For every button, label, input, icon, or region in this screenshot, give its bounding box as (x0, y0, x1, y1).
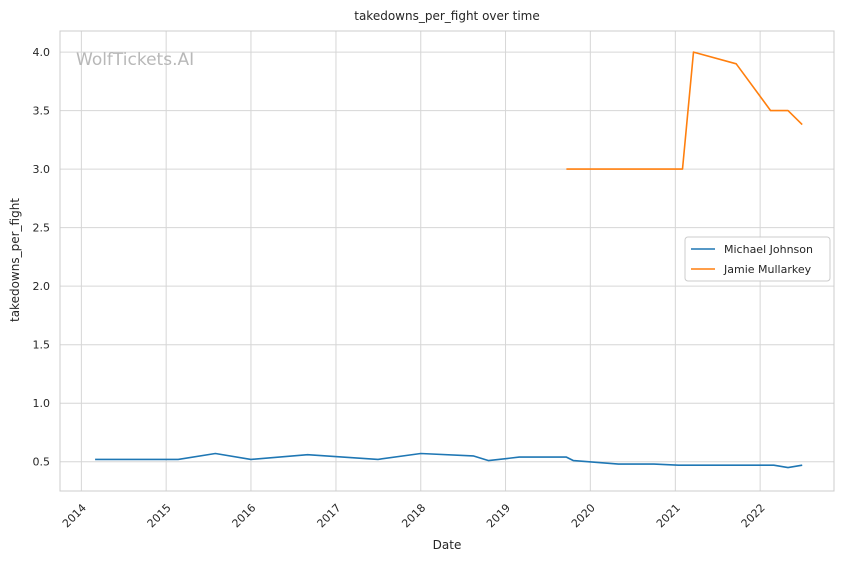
series-layer (95, 51, 803, 469)
series-line-jamie-mullarkey (566, 51, 803, 170)
y-axis-title: takedowns_per_fight (8, 198, 22, 322)
watermark: WolfTickets.AI (76, 50, 194, 70)
y-axis-ticks: 0.5 1.0 1.5 2.0 2.5 3.0 3.5 4.0 (33, 46, 51, 469)
y-tick-label: 1.5 (33, 339, 51, 352)
grid (60, 31, 834, 491)
x-axis-title: Date (433, 538, 462, 552)
y-tick-label: 3.5 (33, 105, 51, 118)
legend: Michael Johnson Jamie Mullarkey (684, 236, 831, 282)
y-tick-label: 0.5 (33, 456, 51, 469)
y-tick-label: 3.0 (33, 163, 51, 176)
plot-frame (59, 30, 835, 492)
y-tick-label: 2.5 (33, 222, 51, 235)
legend-label-michael-johnson: Michael Johnson (724, 243, 813, 256)
y-tick-label: 4.0 (33, 46, 51, 59)
y-tick-label: 2.0 (33, 280, 51, 293)
legend-label-jamie-mullarkey: Jamie Mullarkey (723, 263, 812, 276)
series-line-michael-johnson (95, 452, 803, 469)
chart-title: takedowns_per_fight over time (354, 9, 540, 23)
legend-box (684, 236, 831, 282)
y-tick-label: 1.0 (33, 397, 51, 410)
